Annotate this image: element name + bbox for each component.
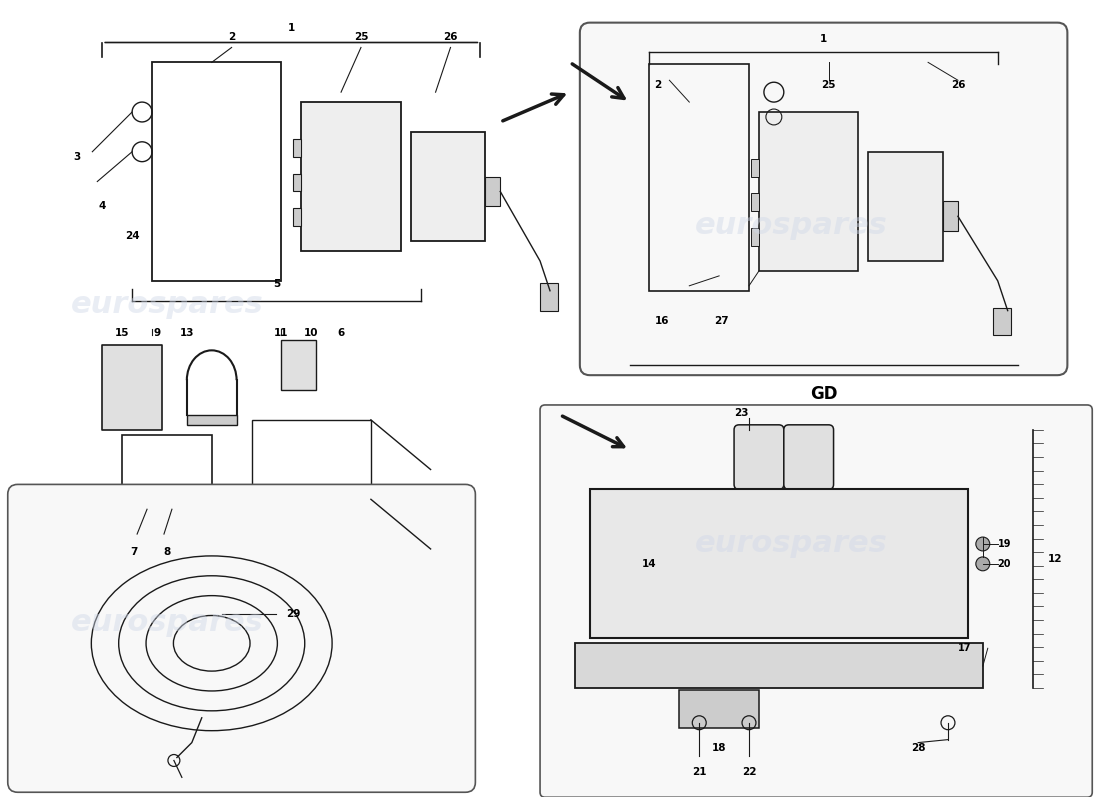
Circle shape [976, 537, 990, 551]
Bar [751, 228, 759, 246]
Bar [122, 434, 211, 490]
Text: 13: 13 [179, 329, 194, 338]
Bar [540, 283, 558, 310]
Bar [590, 490, 968, 638]
Bar [751, 158, 759, 177]
Text: 8: 8 [163, 547, 170, 557]
Text: 12: 12 [1047, 554, 1062, 564]
Bar [102, 346, 162, 430]
Bar [252, 420, 371, 499]
Text: 5: 5 [273, 278, 280, 289]
Text: eurospares: eurospares [694, 529, 888, 558]
FancyBboxPatch shape [734, 425, 784, 490]
Text: 24: 24 [124, 231, 140, 241]
Bar [485, 177, 501, 206]
Bar [282, 499, 341, 559]
Bar [410, 132, 485, 241]
Text: 27: 27 [714, 315, 729, 326]
Bar [294, 174, 301, 191]
Text: 2: 2 [654, 80, 662, 90]
Text: 2: 2 [228, 33, 235, 42]
Text: eurospares: eurospares [70, 290, 263, 319]
Bar [187, 415, 236, 425]
Text: 1: 1 [820, 34, 827, 45]
FancyBboxPatch shape [8, 485, 475, 792]
Text: 18: 18 [712, 742, 726, 753]
Text: 25: 25 [822, 80, 836, 90]
Text: eurospares: eurospares [70, 608, 263, 637]
Text: 1: 1 [288, 22, 295, 33]
Bar [294, 139, 301, 157]
Text: 15: 15 [114, 329, 130, 338]
Text: 19: 19 [998, 539, 1011, 549]
Bar [751, 194, 759, 211]
Bar [943, 202, 958, 231]
Bar [680, 690, 759, 728]
Text: GD: GD [810, 385, 837, 403]
FancyBboxPatch shape [580, 22, 1067, 375]
FancyBboxPatch shape [540, 405, 1092, 798]
Bar [575, 643, 982, 688]
Text: 10: 10 [304, 329, 319, 338]
Text: 29: 29 [286, 609, 300, 618]
FancyBboxPatch shape [784, 425, 834, 490]
Text: 22: 22 [741, 767, 756, 778]
Text: 26: 26 [443, 33, 458, 42]
Bar [993, 308, 1011, 335]
Text: 26: 26 [950, 80, 965, 90]
Bar [301, 102, 400, 251]
Text: 4: 4 [99, 202, 106, 211]
Text: 23: 23 [734, 408, 749, 418]
Text: 6: 6 [338, 329, 344, 338]
Circle shape [976, 557, 990, 571]
Bar [294, 208, 301, 226]
Text: 7: 7 [131, 547, 138, 557]
Text: 14: 14 [642, 559, 657, 569]
Text: 28: 28 [911, 742, 925, 753]
Text: 21: 21 [692, 767, 706, 778]
Text: 25: 25 [354, 33, 368, 42]
Text: 3: 3 [74, 152, 81, 162]
Text: 9: 9 [153, 329, 161, 338]
Text: eurospares: eurospares [694, 210, 888, 240]
Text: 17: 17 [958, 643, 971, 654]
Text: 16: 16 [654, 315, 669, 326]
Bar [282, 341, 316, 390]
Bar [759, 112, 858, 271]
Bar [868, 152, 943, 261]
Text: 11: 11 [274, 329, 288, 338]
Text: 20: 20 [998, 559, 1011, 569]
